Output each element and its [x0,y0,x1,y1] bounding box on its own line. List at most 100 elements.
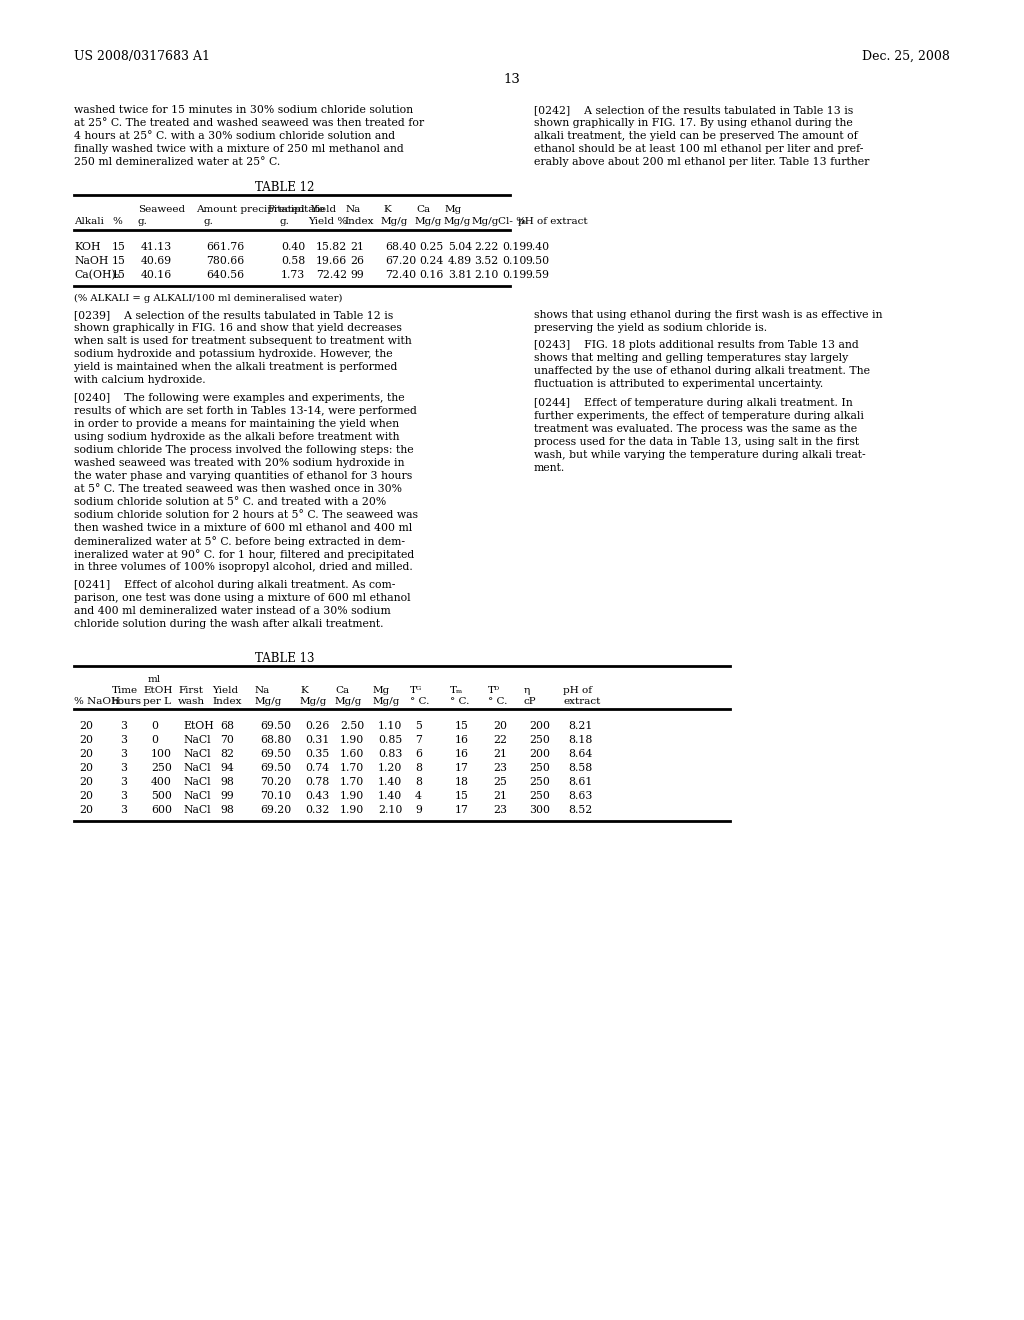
Text: Mg/g: Mg/g [415,216,442,226]
Text: hours: hours [112,697,142,706]
Text: 1.90: 1.90 [340,791,365,801]
Text: the water phase and varying quantities of ethanol for 3 hours: the water phase and varying quantities o… [74,471,413,480]
Text: 0.19: 0.19 [502,271,526,280]
Text: 1.90: 1.90 [340,735,365,744]
Text: 21: 21 [493,791,507,801]
Text: 2.10: 2.10 [378,805,402,814]
Text: 0.32: 0.32 [305,805,330,814]
Text: 67.20: 67.20 [385,256,416,267]
Text: Mg/g: Mg/g [335,697,362,706]
Text: 40.69: 40.69 [141,256,172,267]
Text: 15: 15 [112,242,126,252]
Text: 20: 20 [79,763,93,774]
Text: 9.40: 9.40 [525,242,549,252]
Text: sodium chloride solution at 5° C. and treated with a 20%: sodium chloride solution at 5° C. and tr… [74,498,386,507]
Text: 9.50: 9.50 [525,256,549,267]
Text: 4.89: 4.89 [449,256,472,267]
Text: 15: 15 [112,271,126,280]
Text: 2.50: 2.50 [340,721,365,731]
Text: then washed twice in a mixture of 600 ml ethanol and 400 ml: then washed twice in a mixture of 600 ml… [74,523,413,533]
Text: 8.64: 8.64 [568,748,592,759]
Text: 1.40: 1.40 [378,791,402,801]
Text: 3: 3 [120,791,127,801]
Text: 0: 0 [151,735,158,744]
Text: 0.58: 0.58 [281,256,305,267]
Text: 15: 15 [455,791,469,801]
Text: Mg: Mg [373,686,390,696]
Text: demineralized water at 5° C. before being extracted in dem-: demineralized water at 5° C. before bein… [74,536,406,546]
Text: 20: 20 [79,721,93,731]
Text: 16: 16 [455,735,469,744]
Text: 250: 250 [529,777,550,787]
Text: 0.40: 0.40 [281,242,305,252]
Text: 5.04: 5.04 [449,242,472,252]
Text: Tᴰ: Tᴰ [488,686,501,696]
Text: 600: 600 [151,805,172,814]
Text: ml: ml [148,675,161,684]
Text: g.: g. [204,216,214,226]
Text: when salt is used for treatment subsequent to treatment with: when salt is used for treatment subseque… [74,337,412,346]
Text: 8.63: 8.63 [568,791,592,801]
Text: 25: 25 [493,777,507,787]
Text: 13: 13 [504,73,520,86]
Text: 1.70: 1.70 [340,777,365,787]
Text: parison, one test was done using a mixture of 600 ml ethanol: parison, one test was done using a mixtu… [74,593,411,603]
Text: 82: 82 [220,748,234,759]
Text: 70.20: 70.20 [260,777,291,787]
Text: 68.40: 68.40 [385,242,416,252]
Text: 250: 250 [529,735,550,744]
Text: NaOH: NaOH [74,256,109,267]
Text: 99: 99 [220,791,233,801]
Text: results of which are set forth in Tables 13-14, were performed: results of which are set forth in Tables… [74,407,417,416]
Text: 100: 100 [151,748,172,759]
Text: Yield: Yield [212,686,239,696]
Text: 0.16: 0.16 [419,271,443,280]
Text: at 5° C. The treated seaweed was then washed once in 30%: at 5° C. The treated seaweed was then wa… [74,484,402,494]
Text: 0.24: 0.24 [419,256,443,267]
Text: 3: 3 [120,805,127,814]
Text: Mg/g: Mg/g [381,216,409,226]
Text: 3: 3 [120,763,127,774]
Text: 0.19: 0.19 [502,242,526,252]
Text: 250 ml demineralized water at 25° C.: 250 ml demineralized water at 25° C. [74,157,281,168]
Text: Amount precipitated: Amount precipitated [196,205,304,214]
Text: 400: 400 [151,777,172,787]
Text: KOH: KOH [74,242,100,252]
Text: 20: 20 [79,748,93,759]
Text: erably above about 200 ml ethanol per liter. Table 13 further: erably above about 200 ml ethanol per li… [534,157,869,168]
Text: 2.10: 2.10 [474,271,499,280]
Text: 0.31: 0.31 [305,735,330,744]
Text: in order to provide a means for maintaining the yield when: in order to provide a means for maintain… [74,418,399,429]
Text: EtOH: EtOH [183,721,214,731]
Text: 1.40: 1.40 [378,777,402,787]
Text: 3.81: 3.81 [449,271,472,280]
Text: 8.61: 8.61 [568,777,592,787]
Text: ineralized water at 90° C. for 1 hour, filtered and precipitated: ineralized water at 90° C. for 1 hour, f… [74,549,415,560]
Text: Ca: Ca [335,686,349,696]
Text: 3: 3 [120,721,127,731]
Text: in three volumes of 100% isopropyl alcohol, dried and milled.: in three volumes of 100% isopropyl alcoh… [74,562,413,572]
Text: 4 hours at 25° C. with a 30% sodium chloride solution and: 4 hours at 25° C. with a 30% sodium chlo… [74,131,395,141]
Text: First: First [178,686,203,696]
Text: 8.21: 8.21 [568,721,592,731]
Text: 0: 0 [151,721,158,731]
Text: US 2008/0317683 A1: US 2008/0317683 A1 [74,50,210,63]
Text: [0242]    A selection of the results tabulated in Table 13 is: [0242] A selection of the results tabula… [534,106,853,115]
Text: wash: wash [178,697,205,706]
Text: Tₘ: Tₘ [450,686,463,696]
Text: Dec. 25, 2008: Dec. 25, 2008 [862,50,950,63]
Text: Yield %: Yield % [308,216,347,226]
Text: sodium chloride solution for 2 hours at 5° C. The seaweed was: sodium chloride solution for 2 hours at … [74,510,418,520]
Text: 3: 3 [120,748,127,759]
Text: g.: g. [138,216,147,226]
Text: % NaOH: % NaOH [74,697,120,706]
Text: 8: 8 [415,763,422,774]
Text: 94: 94 [220,763,233,774]
Text: finally washed twice with a mixture of 250 ml methanol and: finally washed twice with a mixture of 2… [74,144,403,154]
Text: 69.50: 69.50 [260,748,291,759]
Text: 19.66: 19.66 [316,256,347,267]
Text: 3: 3 [120,735,127,744]
Text: 41.13: 41.13 [141,242,172,252]
Text: 72.42: 72.42 [316,271,347,280]
Text: 99: 99 [350,271,364,280]
